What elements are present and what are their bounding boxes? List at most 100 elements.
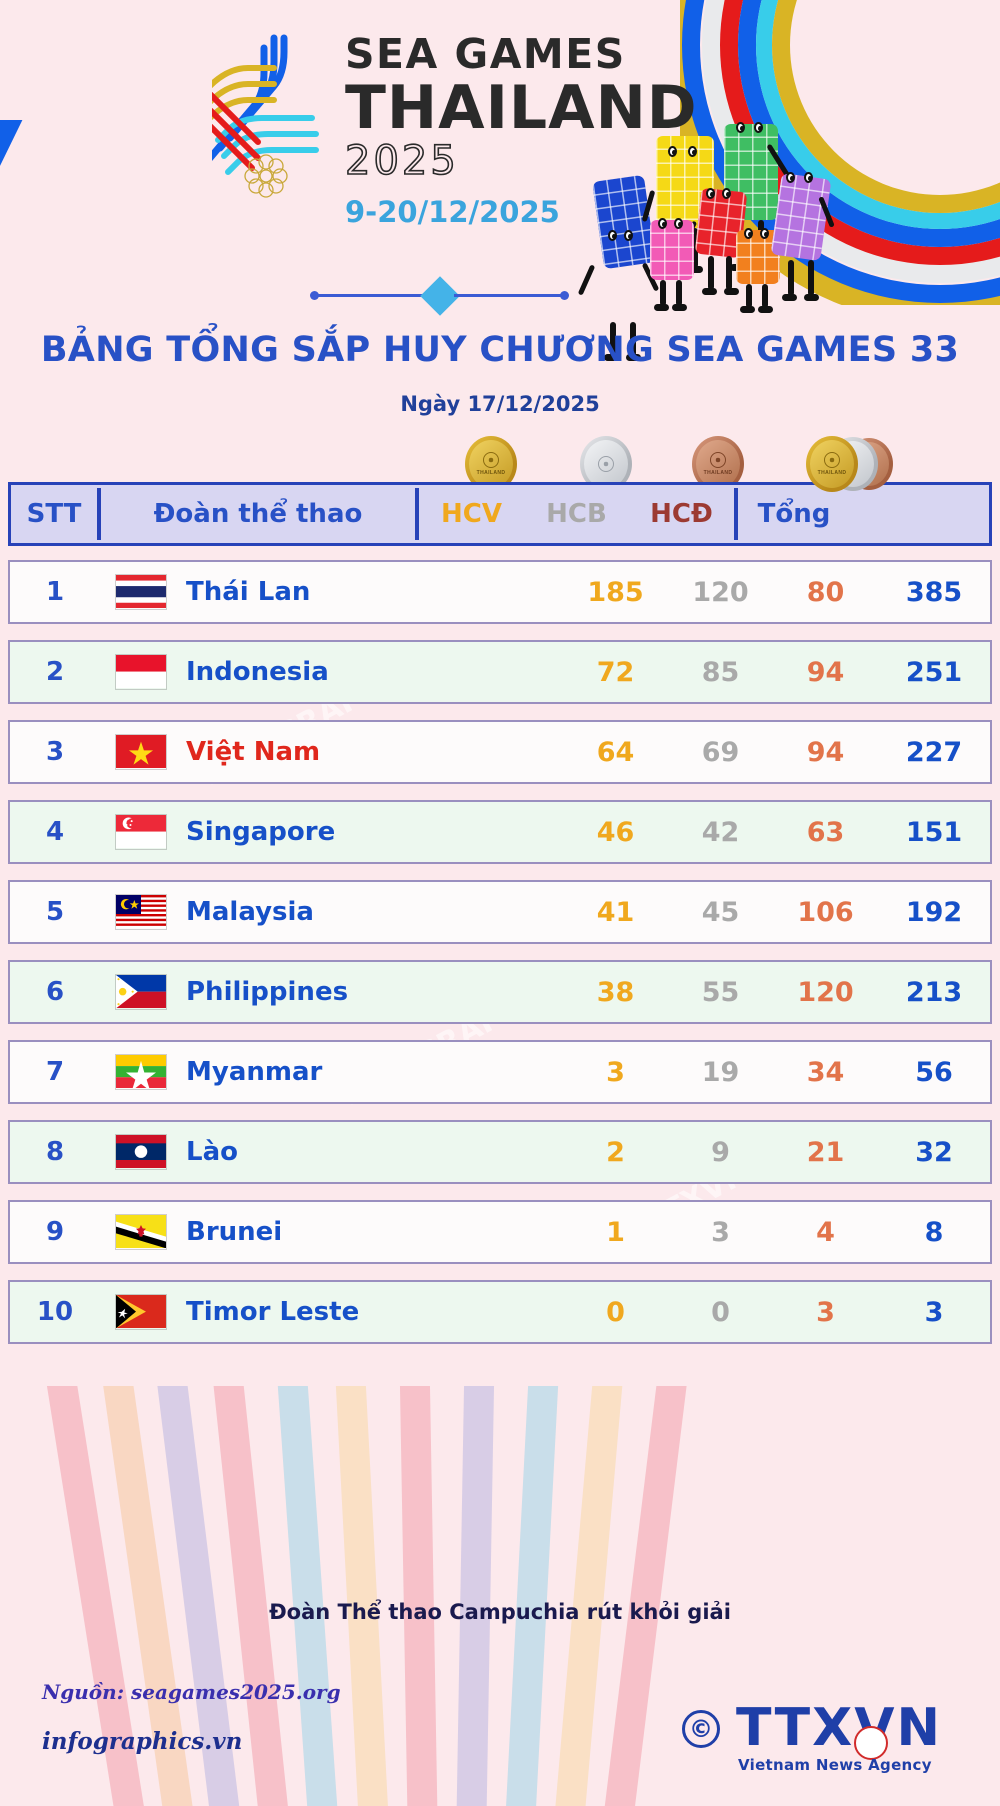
row-bronze: 4 [816,1216,835,1248]
row-total: 227 [905,736,963,768]
row-silver: 9 [711,1136,730,1168]
row-gold: 185 [587,576,644,608]
row-rank: 10 [36,1297,74,1327]
header-divider [734,488,738,540]
row-team-name: Philippines [186,977,349,1007]
row-gold: 3 [606,1056,625,1088]
row-bronze: 120 [797,976,854,1008]
header-total: Tổng [757,499,831,529]
row-gold: 46 [596,816,635,848]
row-bronze: 106 [797,896,854,928]
flag-philippines-icon [100,974,182,1010]
row-team-name: Myanmar [186,1057,323,1087]
table-row: 6 Philippines 38 55 120 213 [8,960,992,1024]
row-team-name: Thái Lan [186,577,311,607]
section-divider [310,276,570,316]
row-rank: 8 [45,1137,65,1167]
table-row: 2 Indonesia 72 85 94 251 [8,640,992,704]
footer-note: Đoàn Thể thao Campuchia rút khỏi giải [269,1600,731,1624]
table-row: 5 Malaysia 41 45 106 192 [8,880,992,944]
flag-thailand-icon [100,574,182,610]
mascot-purple [770,172,835,301]
header-divider [97,488,101,540]
row-rank: 4 [45,817,65,847]
row-silver: 85 [701,656,740,688]
row-team-name: Indonesia [186,657,329,687]
brand-year: 2025 [344,138,459,185]
flag-myanmar-icon [100,1054,182,1090]
row-rank: 5 [45,897,65,927]
mascot-blue [577,174,660,361]
event-dates: 9-20/12/2025 [345,195,560,230]
flag-vietnam-icon [100,734,182,770]
brand-block: SEA GAMES THAILAND 2025 9-20/12/2025 [344,30,698,230]
header-rank: STT [26,499,82,529]
ttxvn-logo: © TTXVN Vietnam News Agency [682,1690,972,1780]
row-team-name: Singapore [186,817,336,847]
brand-sea-games: SEA GAMES [345,30,626,78]
table-row: 7 Myanmar 3 19 34 56 [8,1040,992,1104]
header-team: Đoàn thể thao [153,499,363,529]
header-gold: HCV [441,499,502,529]
table-row: 1 Thái Lan 185 120 80 385 [8,560,992,624]
copyright-icon: © [682,1710,720,1748]
flag-brunei-icon [100,1214,182,1250]
table-row: 3 Việt Nam 64 69 94 227 [8,720,992,784]
row-rank: 3 [45,737,65,767]
ttxvn-ball-icon [854,1726,888,1760]
row-bronze: 63 [806,816,845,848]
row-bronze: 94 [806,656,845,688]
row-gold: 64 [596,736,635,768]
footer-site: infographics.vn [42,1728,243,1755]
row-gold: 2 [606,1136,625,1168]
thai-rosette-icon [238,148,294,204]
table-row: 8 Lào 2 9 21 32 [8,1120,992,1184]
flag-indonesia-icon [100,654,182,690]
flag-malaysia-icon [100,894,182,930]
row-silver: 3 [711,1216,730,1248]
row-total: 213 [905,976,963,1008]
row-bronze: 94 [806,736,845,768]
footer-source: Nguồn: seagames2025.org [42,1680,341,1704]
row-gold: 72 [596,656,635,688]
row-rank: 7 [45,1057,65,1087]
page-title: BẢNG TỔNG SẮP HUY CHƯƠNG SEA GAMES 33 [40,330,960,370]
row-bronze: 21 [806,1136,845,1168]
row-bronze: 3 [816,1296,835,1328]
row-bronze: 34 [806,1056,845,1088]
row-rank: 1 [45,577,65,607]
row-gold: 1 [606,1216,625,1248]
row-total: 32 [915,1136,953,1168]
row-team-name: Timor Leste [186,1297,360,1327]
ttxvn-wordmark: TTXVN [736,1698,942,1758]
row-rank: 2 [45,657,65,687]
brand-country: THAILAND [345,73,698,143]
row-bronze: 80 [806,576,845,608]
mascot-group [577,120,850,361]
row-silver: 0 [711,1296,730,1328]
table-row: 10 Timor Leste 0 0 3 3 [8,1280,992,1344]
row-team-name: Lào [186,1137,238,1167]
row-silver: 55 [701,976,740,1008]
row-total: 3 [924,1296,944,1328]
row-team-name: Malaysia [186,897,314,927]
row-team-name: Brunei [186,1217,283,1247]
ttxvn-subtitle: Vietnam News Agency [738,1756,932,1774]
mascot-yellow [641,136,714,273]
header-divider [415,488,419,540]
row-team-name: Việt Nam [186,737,321,767]
flag-laos-icon [100,1134,182,1170]
page-subtitle: Ngày 17/12/2025 [400,392,600,416]
row-total: 56 [915,1056,953,1088]
row-gold: 41 [596,896,635,928]
mascot-red [679,187,748,295]
flag-timor-leste-icon [100,1294,182,1330]
row-silver: 19 [701,1056,740,1088]
row-total: 8 [924,1216,944,1248]
header-bronze: HCĐ [650,499,713,529]
row-gold: 38 [596,976,635,1008]
row-total: 192 [905,896,963,928]
row-gold: 0 [606,1296,625,1328]
header-silver: HCB [546,499,607,529]
